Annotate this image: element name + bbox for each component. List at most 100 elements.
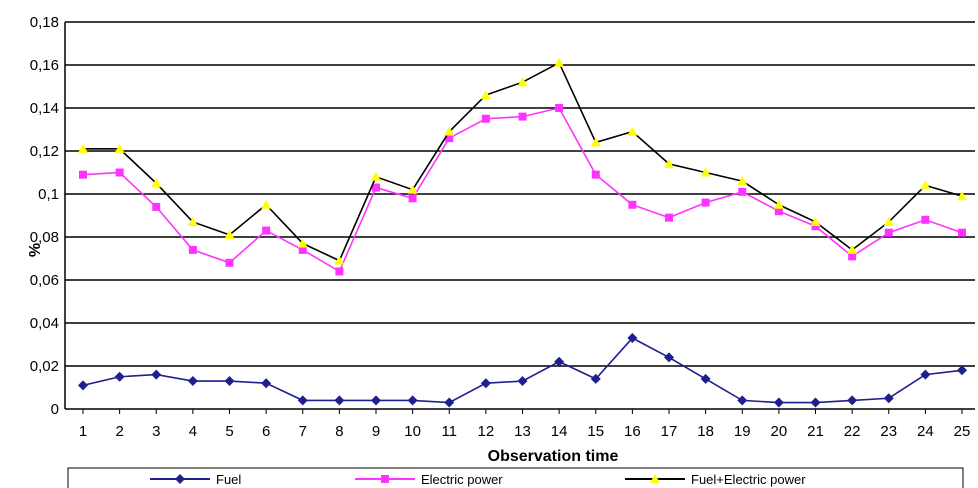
data-point bbox=[298, 245, 307, 254]
y-tick-label: 0,04 bbox=[30, 315, 59, 332]
data-point bbox=[335, 267, 344, 276]
x-tick-label: 4 bbox=[189, 423, 197, 440]
data-point bbox=[187, 216, 198, 226]
data-point bbox=[773, 397, 784, 408]
series-fuel bbox=[78, 333, 967, 408]
series-group bbox=[78, 57, 967, 408]
x-tick-label: 3 bbox=[152, 423, 160, 440]
data-point bbox=[224, 229, 235, 239]
data-point bbox=[554, 356, 565, 367]
data-point bbox=[151, 369, 162, 380]
series-line bbox=[82, 107, 963, 273]
data-point bbox=[700, 373, 711, 384]
data-point bbox=[811, 222, 820, 231]
data-point bbox=[297, 395, 308, 406]
data-point bbox=[701, 198, 710, 207]
data-point bbox=[518, 112, 527, 121]
data-point bbox=[115, 168, 124, 177]
data-point bbox=[920, 180, 931, 190]
x-tick-label: 10 bbox=[404, 423, 421, 440]
y-tick-label: 0,18 bbox=[30, 14, 59, 31]
data-point bbox=[665, 213, 673, 222]
data-point bbox=[737, 176, 748, 186]
x-tick-label: 25 bbox=[954, 423, 971, 440]
data-point bbox=[152, 202, 161, 211]
gridlines bbox=[65, 21, 975, 367]
series-fuel-electric-power bbox=[78, 57, 967, 265]
y-axis-ticks: 0 0,02 0,04 0,06 0,08 0,1 0,12 0,14 0,16 0,18 bbox=[30, 14, 59, 418]
x-tick-label: 1 bbox=[79, 423, 87, 440]
x-tick-label: 21 bbox=[807, 423, 824, 440]
x-tick-label: 23 bbox=[880, 423, 897, 440]
series-line bbox=[83, 61, 963, 262]
x-tick-label: 7 bbox=[299, 423, 307, 440]
data-point bbox=[627, 333, 638, 344]
y-axis-title: % bbox=[27, 243, 44, 257]
data-point bbox=[188, 245, 197, 254]
data-point bbox=[957, 365, 967, 376]
x-tick-label: 15 bbox=[587, 423, 604, 440]
data-point bbox=[957, 191, 967, 201]
y-tick-label: 0,1 bbox=[38, 186, 59, 203]
data-point bbox=[650, 474, 660, 483]
data-point bbox=[444, 126, 455, 136]
legend-label: Electric power bbox=[421, 472, 503, 487]
data-point bbox=[810, 216, 821, 226]
data-point bbox=[847, 395, 858, 406]
data-point bbox=[591, 170, 600, 179]
data-point bbox=[297, 238, 308, 248]
series-line bbox=[82, 337, 963, 404]
data-point bbox=[847, 244, 858, 254]
x-tick-label: 11 bbox=[441, 423, 457, 440]
data-point bbox=[664, 352, 674, 363]
data-point bbox=[334, 395, 345, 406]
x-tick-label: 14 bbox=[551, 423, 568, 440]
data-point bbox=[225, 258, 234, 267]
x-tick-label: 22 bbox=[844, 423, 861, 440]
data-point bbox=[480, 378, 491, 389]
data-point bbox=[664, 158, 674, 168]
data-point bbox=[114, 143, 125, 153]
data-point bbox=[848, 252, 857, 261]
data-point bbox=[590, 137, 601, 147]
data-point bbox=[627, 126, 638, 136]
data-point bbox=[517, 376, 528, 387]
data-point bbox=[883, 216, 894, 226]
data-point bbox=[408, 194, 417, 203]
x-tick-label: 8 bbox=[335, 423, 343, 440]
legend: Fuel Electric power Fuel+Electric power bbox=[67, 467, 964, 488]
data-point bbox=[407, 395, 418, 406]
data-point bbox=[700, 167, 711, 177]
legend-label: Fuel bbox=[216, 472, 241, 487]
y-tick-label: 0 bbox=[51, 401, 59, 418]
data-point bbox=[151, 178, 162, 188]
data-point bbox=[78, 380, 88, 391]
y-tick-label: 0,08 bbox=[30, 229, 59, 246]
data-point bbox=[738, 187, 747, 196]
data-point bbox=[224, 376, 235, 387]
x-tick-label: 2 bbox=[115, 423, 123, 440]
data-point bbox=[187, 376, 198, 387]
y-tick-label: 0,02 bbox=[30, 358, 59, 375]
data-point bbox=[79, 170, 87, 179]
x-tick-label: 24 bbox=[917, 423, 934, 440]
data-point bbox=[407, 184, 418, 194]
data-point bbox=[774, 207, 783, 216]
data-point bbox=[883, 393, 894, 404]
data-point bbox=[261, 378, 272, 389]
data-point bbox=[737, 395, 748, 406]
data-point bbox=[262, 226, 271, 235]
x-tick-label: 19 bbox=[734, 423, 751, 440]
data-point bbox=[78, 143, 88, 153]
data-point bbox=[773, 199, 784, 209]
data-point bbox=[444, 397, 455, 408]
data-point bbox=[114, 371, 125, 382]
data-point bbox=[920, 369, 931, 380]
data-point bbox=[334, 255, 345, 265]
data-point bbox=[590, 373, 601, 384]
data-point bbox=[480, 90, 491, 100]
data-point bbox=[628, 200, 637, 209]
data-point bbox=[884, 228, 893, 237]
legend-box bbox=[67, 467, 964, 488]
